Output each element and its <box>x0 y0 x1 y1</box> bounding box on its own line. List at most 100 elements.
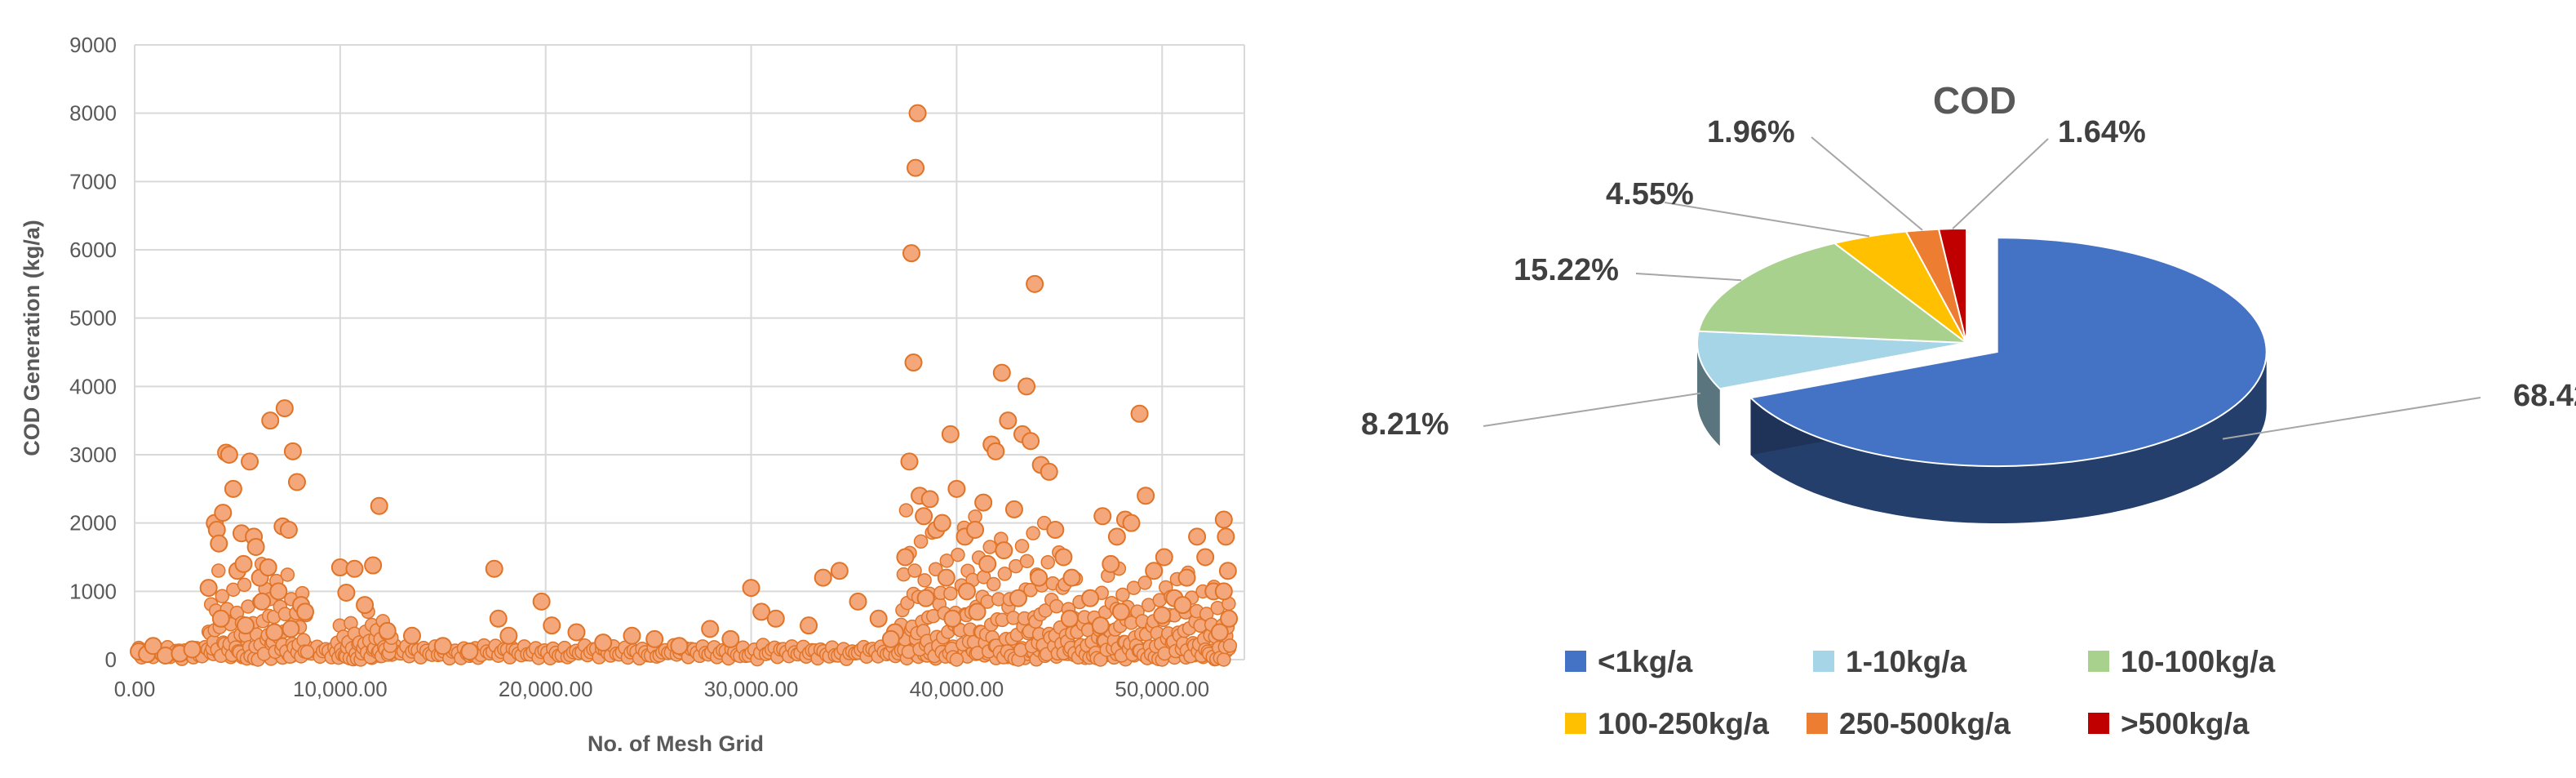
scatter-point <box>1137 576 1152 590</box>
scatter-point <box>1173 596 1192 615</box>
scatter-point <box>433 637 452 656</box>
scatter-point <box>917 573 932 588</box>
pie-legend: <1kg/a 1-10kg/a 10-100kg/a 100-250kg/a 250-5… <box>1565 645 2276 740</box>
pie-slice-side <box>1697 343 1720 447</box>
scatter-point <box>896 548 915 567</box>
scatter-point <box>364 556 383 575</box>
scatter-point <box>356 596 375 615</box>
scatter-point <box>1019 553 1035 569</box>
legend-swatch <box>1565 651 1586 672</box>
legend-item: <1kg/a <box>1565 645 1693 678</box>
y-tick-label: 8000 <box>69 101 117 126</box>
scatter-point <box>752 602 771 621</box>
y-tick-label: 4000 <box>69 374 117 398</box>
scatter-point <box>982 540 997 554</box>
scatter-point <box>299 644 315 660</box>
y-tick-label: 6000 <box>69 238 117 262</box>
scatter-point <box>814 568 832 587</box>
scatter-point <box>1022 432 1040 451</box>
scatter-point <box>1145 562 1164 580</box>
y-tick-label: 3000 <box>69 442 117 467</box>
scatter-point <box>830 562 849 580</box>
legend-label: >500kg/a <box>2121 707 2250 740</box>
scatter-point <box>902 244 920 263</box>
pie-slices <box>1696 227 2268 523</box>
pie-leader-line <box>1635 273 1742 282</box>
pie-title: COD <box>1933 79 2016 122</box>
pie-slice--1kg-a <box>1749 237 2268 468</box>
legend-item: 1-10kg/a <box>1813 645 1967 678</box>
legend-label: 10-100kg/a <box>2121 645 2276 678</box>
scatter-point <box>378 621 397 640</box>
scatter-point <box>269 582 288 601</box>
legend-swatch <box>1807 713 1828 734</box>
scatter-point <box>939 553 955 568</box>
pie-leader-line <box>2222 397 2481 440</box>
scatter-point <box>986 576 1001 592</box>
scatter-point <box>1196 548 1215 567</box>
scatter-point <box>920 490 939 509</box>
scatter-point <box>1049 598 1064 614</box>
pie-labels: 68.42% 8.21% 15.22% 4.55% 1.96% 1.64% <box>1361 115 2576 442</box>
scatter-point <box>253 592 272 611</box>
pie-pct-label: 4.55% <box>1606 177 1694 211</box>
scatter-point <box>183 640 202 659</box>
scatter-point <box>237 616 255 635</box>
x-tick-label: 0.00 <box>114 677 156 701</box>
scatter-point <box>916 589 935 607</box>
scatter-point <box>949 652 964 667</box>
scatter-point <box>907 563 922 578</box>
scatter-point <box>246 537 265 556</box>
scatter-point <box>1222 638 1238 653</box>
legend-item: 10-100kg/a <box>2088 645 2276 678</box>
scatter-point <box>904 353 923 372</box>
scatter-point <box>987 442 1005 460</box>
scatter-point <box>1004 500 1023 518</box>
pie-pct-label: 1.96% <box>1707 115 1795 149</box>
scatter-point <box>280 567 295 582</box>
x-tick-label: 50,000.00 <box>1115 677 1209 701</box>
scatter-point <box>261 411 280 430</box>
scatter-point <box>1217 652 1231 667</box>
pie-pct-label: 1.64% <box>2058 115 2146 149</box>
scatter-point <box>370 496 388 515</box>
legend-item: 250-500kg/a <box>1807 707 2011 740</box>
scatter-point <box>1130 404 1149 423</box>
scatter-point <box>943 586 958 601</box>
scatter-point <box>460 642 479 660</box>
scatter-point <box>721 629 740 648</box>
scatter-point <box>567 623 586 642</box>
scatter-point <box>766 609 785 628</box>
scatter-point <box>337 584 356 602</box>
scatter-point <box>1111 602 1130 621</box>
scatter-point <box>978 554 997 573</box>
scatter-point <box>1040 462 1058 481</box>
x-axis-title: No. of Mesh Grid <box>587 731 764 756</box>
scatter-point <box>215 589 230 604</box>
pie-leader-line <box>1811 136 1923 231</box>
x-tick-label: 30,000.00 <box>704 677 799 701</box>
scatter-point <box>403 626 421 645</box>
scatter-point <box>241 452 259 471</box>
scatter-point <box>283 442 302 460</box>
scatter-point <box>594 634 613 652</box>
pie-pct-label: 15.22% <box>1514 253 1619 287</box>
scatter-point <box>485 559 503 578</box>
y-tick-label: 5000 <box>69 306 117 331</box>
legend-item: 100-250kg/a <box>1565 707 1769 740</box>
scatter-point <box>499 626 518 645</box>
scatter-point <box>997 567 1013 581</box>
scatter-point <box>1107 527 1126 546</box>
scatter-point <box>701 620 720 638</box>
scatter-point <box>951 547 965 562</box>
scatter-point <box>1093 507 1112 526</box>
scatter-point <box>1188 527 1207 546</box>
y-tick-label: 0 <box>105 647 117 672</box>
scatter-point <box>1091 616 1110 635</box>
scatter-point <box>1014 539 1030 553</box>
scatter-point <box>211 609 230 628</box>
scatter-point <box>1122 513 1141 532</box>
scatter-point <box>1214 582 1233 601</box>
scatter-point <box>489 609 508 628</box>
legend-item: >500kg/a <box>2088 707 2250 740</box>
